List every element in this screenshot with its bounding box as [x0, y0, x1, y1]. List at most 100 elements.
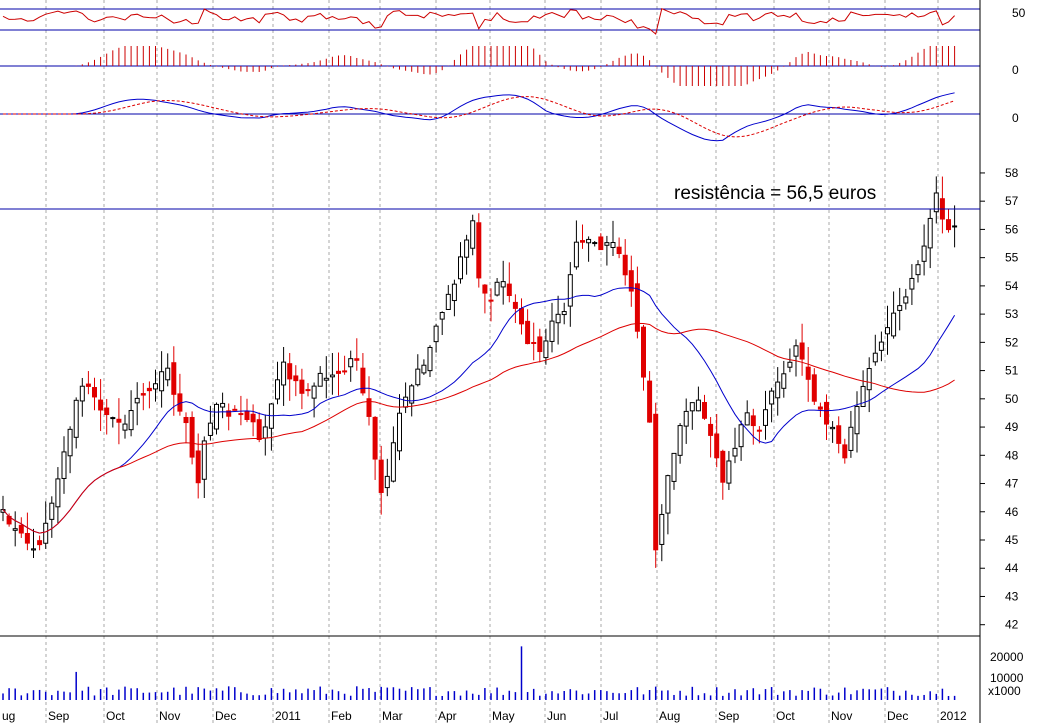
candlestick [49, 496, 55, 538]
candlestick [238, 395, 244, 426]
x-tick-label: May [492, 709, 515, 723]
candlestick [500, 260, 506, 305]
candle-body [122, 423, 128, 431]
candle-body [329, 374, 335, 378]
candle-body [903, 296, 909, 304]
candlestick [159, 351, 165, 408]
candle-body [897, 305, 903, 311]
candlestick [342, 355, 348, 375]
candlestick [573, 220, 579, 270]
candlestick [604, 235, 610, 266]
candlestick [659, 504, 665, 562]
candlestick [85, 371, 91, 395]
price-tick-label: 46 [1005, 505, 1019, 519]
volume-unit-label: x1000 [988, 684, 1021, 698]
candle-body [445, 293, 451, 310]
moving-average-short [2, 287, 956, 534]
candle-body [769, 390, 775, 405]
price-tick-label: 58 [1005, 166, 1019, 180]
candle-body [61, 451, 67, 479]
candlestick [939, 176, 945, 234]
candlestick [189, 411, 195, 465]
candle-body [732, 447, 738, 457]
candlestick [891, 291, 897, 339]
candle-body [153, 383, 158, 390]
candlestick [12, 511, 18, 547]
candlestick [409, 383, 415, 417]
candle-body [85, 383, 91, 387]
candle-body [49, 502, 55, 520]
x-tick-label: Oct [106, 709, 125, 723]
candlestick [872, 334, 878, 366]
candlestick [153, 369, 158, 402]
price-tick-label: 45 [1005, 533, 1019, 547]
candle-body [854, 406, 860, 435]
candlestick [146, 381, 152, 409]
candlestick [403, 382, 409, 414]
candlestick [384, 458, 390, 497]
candlestick [104, 398, 110, 435]
candle-body [244, 411, 250, 420]
candle-body [610, 242, 616, 248]
candle-body [488, 299, 494, 302]
candlestick [378, 445, 384, 515]
rsi-line [2, 8, 955, 35]
price-tick-label: 43 [1005, 589, 1019, 603]
candlestick [354, 338, 360, 371]
x-tick-label: ug [2, 709, 15, 723]
candle-body [171, 362, 177, 395]
candle-body [519, 308, 524, 325]
candle-body [915, 264, 921, 276]
candle-body [720, 450, 726, 483]
candle-body [781, 373, 787, 389]
candlestick [110, 416, 116, 428]
indicator-panels [0, 8, 980, 142]
candlestick [165, 353, 171, 387]
candlestick [329, 353, 335, 395]
candlestick [628, 255, 634, 307]
candle-body [580, 240, 585, 243]
candle-body [744, 412, 750, 426]
candle-body [403, 396, 409, 408]
candlestick [634, 266, 640, 339]
x-tick-label: Nov [159, 709, 180, 723]
candlestick [903, 288, 909, 310]
candlestick [506, 262, 512, 303]
candlestick [183, 412, 189, 444]
candlestick [641, 324, 646, 391]
candle-body [549, 320, 555, 342]
candle-body [799, 342, 805, 360]
macd-line [3, 92, 955, 142]
x-tick-label: Oct [776, 709, 795, 723]
candle-body [348, 358, 354, 368]
candlestick [732, 427, 738, 464]
candlestick [439, 311, 445, 336]
volume-tick-label: 20000 [990, 650, 1024, 664]
candle-body [250, 413, 256, 423]
candlestick [787, 348, 793, 373]
candle-body [397, 412, 402, 452]
candlestick [781, 360, 787, 398]
candlestick [31, 528, 36, 559]
candlestick [67, 426, 73, 474]
candlestick [836, 416, 842, 454]
candlestick [494, 278, 500, 297]
candle-body [878, 341, 884, 351]
candle-body [647, 380, 653, 423]
price-tick-label: 54 [1005, 279, 1019, 293]
candle-body [811, 374, 817, 402]
candlestick [18, 517, 24, 538]
candle-body [470, 220, 476, 249]
candlestick [793, 339, 799, 377]
candle-body [256, 419, 262, 440]
candle-body [317, 372, 323, 387]
candle-body [775, 381, 781, 399]
volume-panel [2, 646, 956, 700]
candlestick [799, 323, 805, 376]
candle-body [506, 283, 512, 296]
candle-body [220, 402, 226, 408]
candle-body [372, 416, 378, 460]
candle-body [952, 225, 958, 228]
candlestick [98, 379, 104, 432]
